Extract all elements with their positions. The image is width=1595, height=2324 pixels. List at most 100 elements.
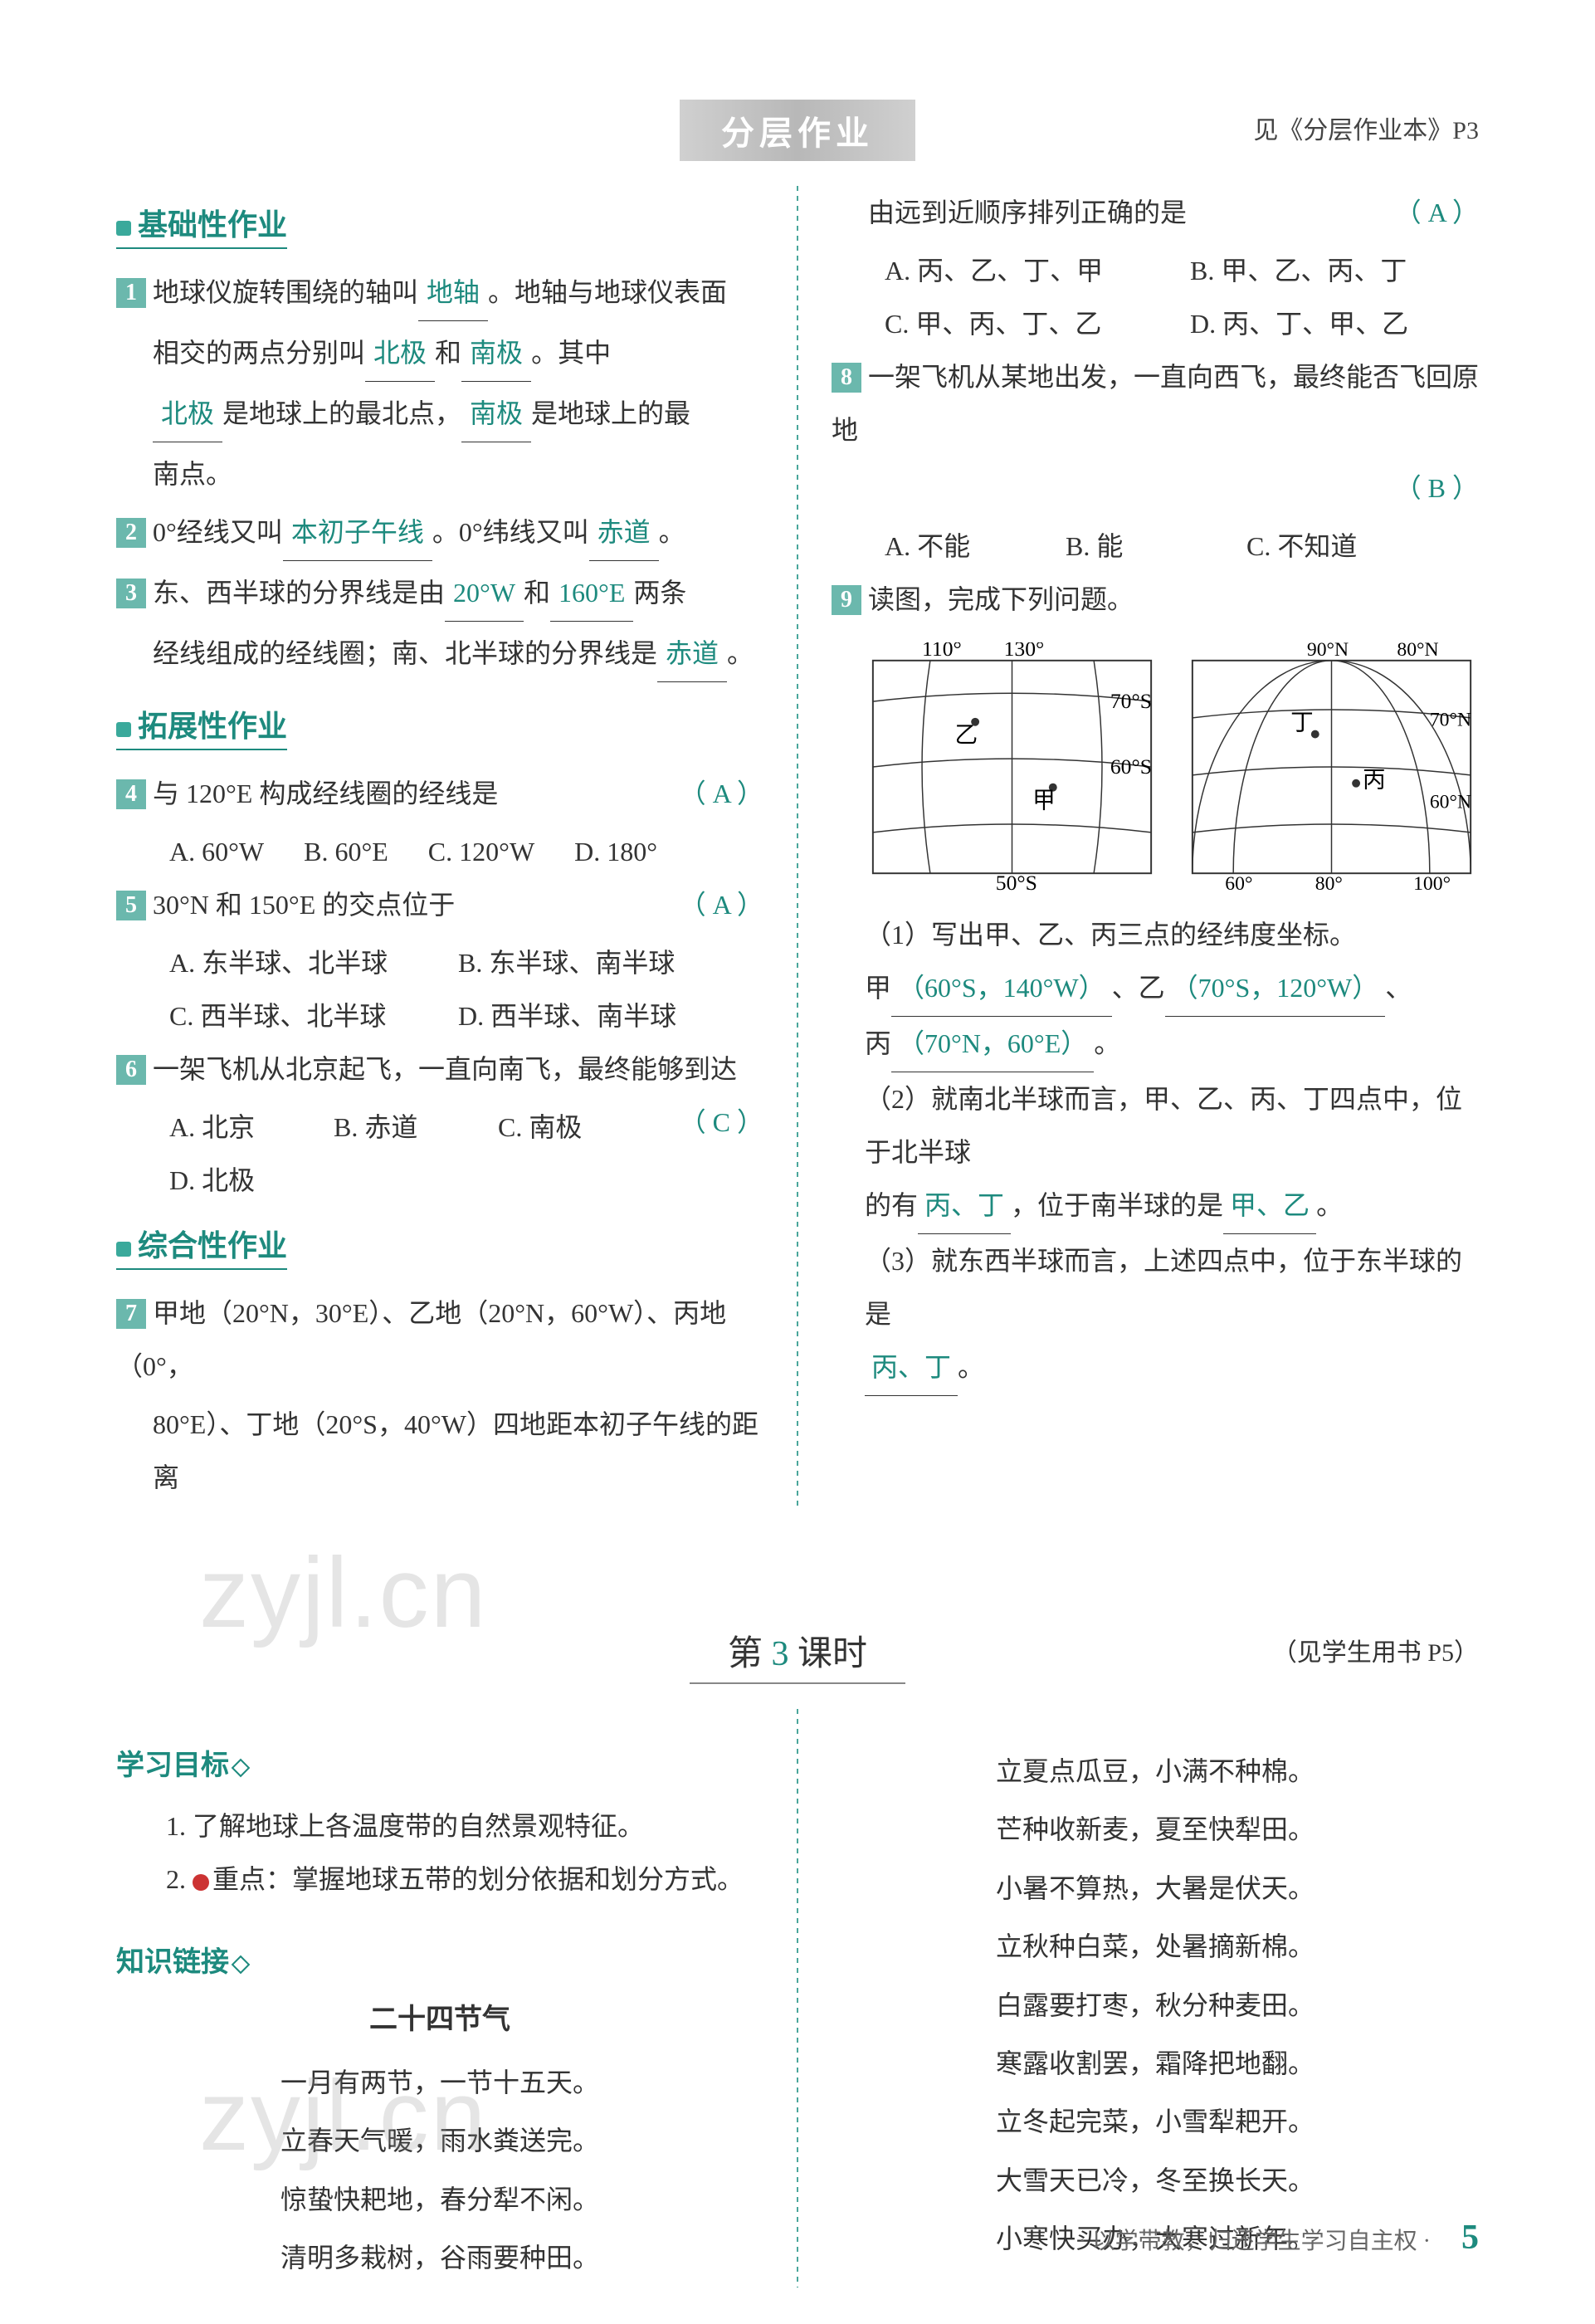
title-underline <box>690 1682 905 1684</box>
qnum: 2 <box>116 518 146 548</box>
blank: 20°W <box>445 566 524 622</box>
choice: C. 不知道 <box>1246 520 1357 573</box>
question-8: 8一架飞机从某地出发，一直向西飞，最终能否飞回原地 <box>832 350 1479 456</box>
choice: A. 东半球、北半球 <box>169 936 418 989</box>
qnum: 9 <box>832 585 861 615</box>
question-7-cont: 由远到近顺序排列正确的是（ A ） <box>832 186 1479 239</box>
qnum: 7 <box>116 1299 146 1329</box>
choice: C. 甲、丙、丁、乙 <box>885 297 1150 350</box>
sub-q2: （2）就南北半球而言，甲、乙、丙、丁四点中，位于北半球 <box>832 1072 1479 1179</box>
blank: 丙、丁 <box>918 1179 1011 1234</box>
poem-line: 立春天气暖，雨水粪送完。 <box>116 2112 763 2170</box>
blank: （70°S，120°W） <box>1165 961 1386 1017</box>
page-number: 5 <box>1461 2219 1479 2257</box>
blank: 丙、丁 <box>865 1340 958 1396</box>
poem-left: 一月有两节，一节十五天。 立春天气暖，雨水粪送完。 惊蛰快耙地，春分犁不闲。 清… <box>116 2053 763 2287</box>
svg-text:60°S: 60°S <box>1110 754 1152 779</box>
choice: B. 赤道 <box>334 1101 458 1154</box>
question-2: 20°经线又叫本初子午线。0°纬线又叫赤道。 <box>116 505 763 561</box>
answer-paren: （ A ） <box>680 767 763 820</box>
banner-title: 分层作业 <box>680 100 915 161</box>
qnum: 1 <box>116 278 146 308</box>
heading-extend: 拓展性作业 <box>116 702 287 750</box>
worksheet-columns: 基础性作业 1地球仪旋转围绕的轴叫地轴。地轴与地球仪表面 相交的两点分别叫北极和… <box>116 186 1479 1509</box>
choice: B. 60°E <box>304 825 388 878</box>
qnum: 6 <box>116 1055 146 1085</box>
section-2: 第 3 课时 （见学生用书 P5） 学习目标 1. 了解地球上各温度带的自然景观… <box>116 1625 1479 2287</box>
question-5: 530°N 和 150°E 的交点位于（ A ） <box>116 878 763 931</box>
blank: （70°N，60°E） <box>891 1017 1094 1072</box>
poem-line: 小暑不算热，大暑是伏天。 <box>832 1859 1479 1917</box>
banner: 分层作业 见《分层作业本》P3 <box>116 100 1479 161</box>
choice: D. 西半球、南半球 <box>458 989 676 1042</box>
blank: 北极 <box>153 387 222 442</box>
blank: 北极 <box>365 326 435 382</box>
choice: B. 能 <box>1066 520 1207 573</box>
section-2-columns: 学习目标 1. 了解地球上各温度带的自然景观特征。 2. 重点：掌握地球五带的划… <box>116 1709 1479 2287</box>
right-column: 由远到近顺序排列正确的是（ A ） A. 丙、乙、丁、甲 B. 甲、乙、丙、丁 … <box>832 186 1479 1509</box>
question-1-line3: 北极是地球上的最北点，南极是地球上的最 <box>116 387 763 442</box>
svg-text:80°N: 80°N <box>1397 642 1438 661</box>
choice: B. 甲、乙、丙、丁 <box>1190 244 1407 297</box>
answer-paren: （ A ） <box>680 878 763 931</box>
section-2-ref: （见学生用书 P5） <box>1272 1632 1479 1668</box>
bullet-icon <box>116 1242 131 1257</box>
sub-q3: （3）就东西半球而言，上述四点中，位于东半球的是 <box>832 1234 1479 1340</box>
choice: D. 北极 <box>169 1154 255 1207</box>
choice: A. 不能 <box>885 520 1026 573</box>
svg-text:110°: 110° <box>922 642 962 661</box>
qnum: 4 <box>116 779 146 809</box>
choice: C. 120°W <box>428 825 534 878</box>
choice: B. 东半球、南半球 <box>458 936 675 989</box>
diagrams: 110° 130° 70°S 60°S 50°S 乙 甲 <box>865 642 1479 891</box>
svg-text:甲: 甲 <box>1032 787 1056 813</box>
question-9: 9读图，完成下列问题。 <box>832 573 1479 626</box>
q8-choices: A. 不能 B. 能 C. 不知道 <box>832 520 1479 573</box>
goal-heading: 学习目标 <box>116 1742 763 1783</box>
footer: · 以学带教，归还学生学习自主权 · 5 <box>1078 2218 1479 2258</box>
poem-line: 寒露收割罢，霜降把地翻。 <box>832 2034 1479 2092</box>
left-column: 基础性作业 1地球仪旋转围绕的轴叫地轴。地轴与地球仪表面 相交的两点分别叫北极和… <box>116 186 763 1509</box>
blank: 甲、乙 <box>1223 1179 1316 1234</box>
svg-text:丙: 丙 <box>1363 767 1386 793</box>
question-3: 3东、西半球的分界线是由20°W和160°E两条 <box>116 566 763 622</box>
svg-text:乙: 乙 <box>954 721 978 747</box>
blank: 160°E <box>550 566 633 622</box>
svg-text:90°N: 90°N <box>1307 642 1349 661</box>
poem-line: 立夏点瓜豆，小满不种棉。 <box>832 1742 1479 1800</box>
poem-line: 惊蛰快耙地，春分犁不闲。 <box>116 2170 763 2229</box>
question-4: 4与 120°E 构成经线圈的经线是（ A ） <box>116 767 763 820</box>
question-3-line2: 经线组成的经线圈；南、北半球的分界线是赤道。 <box>116 627 763 682</box>
blank: 南极 <box>461 387 531 442</box>
figure-2: 90°N 80°N 70°N 60°N 60° 80° 100° 丁 丙 <box>1184 642 1479 891</box>
svg-text:100°: 100° <box>1413 873 1451 891</box>
blank: 本初子午线 <box>283 505 432 561</box>
choice: D. 180° <box>574 825 657 878</box>
footer-motto: · 以学带教，归还学生学习自主权 · <box>1078 2229 1431 2254</box>
poem-title: 二十四节气 <box>116 1996 763 2037</box>
question-7-line2: 80°E）、丁地（20°S，40°W）四地距本初子午线的距离 <box>116 1398 763 1504</box>
poem-line: 芒种收新麦，夏至快犁田。 <box>832 1800 1479 1858</box>
q6-choices: A. 北京 B. 赤道 C. 南极 D. 北极 <box>116 1101 763 1207</box>
figure-1: 110° 130° 70°S 60°S 50°S 乙 甲 <box>865 642 1159 891</box>
q5-choices: A. 东半球、北半球 B. 东半球、南半球 C. 西半球、北半球 D. 西半球、… <box>116 936 763 1042</box>
sub-q1: （1）写出甲、乙、丙三点的经纬度坐标。 <box>832 908 1479 961</box>
section-2-left: 学习目标 1. 了解地球上各温度带的自然景观特征。 2. 重点：掌握地球五带的划… <box>116 1709 763 2287</box>
sub-q1-ans2: 丙（70°N，60°E）。 <box>832 1017 1479 1072</box>
qnum: 3 <box>116 579 146 608</box>
answer-paren: （ C ） <box>680 1096 763 1149</box>
q7-choices: A. 丙、乙、丁、甲 B. 甲、乙、丙、丁 C. 甲、丙、丁、乙 D. 丙、丁、… <box>832 244 1479 350</box>
poem-line: 清明多栽树，谷雨要种田。 <box>116 2229 763 2287</box>
sub-q2-ans: 的有丙、丁，位于南半球的是甲、乙。 <box>832 1179 1479 1234</box>
blank: 地轴 <box>418 266 488 321</box>
answer-paren: （ B ） <box>1395 461 1479 515</box>
poem-line: 一月有两节，一节十五天。 <box>116 2053 763 2112</box>
section-2-right: 立夏点瓜豆，小满不种棉。 芒种收新麦，夏至快犁田。 小暑不算热，大暑是伏天。 立… <box>832 1709 1479 2287</box>
question-1-line4: 南点。 <box>116 447 763 500</box>
svg-text:80°: 80° <box>1315 873 1343 891</box>
heading-basic: 基础性作业 <box>116 201 287 249</box>
diamond-icon <box>232 1759 251 1778</box>
choice: D. 丙、丁、甲、乙 <box>1190 297 1408 350</box>
qnum: 8 <box>832 363 861 393</box>
qnum: 5 <box>116 891 146 920</box>
